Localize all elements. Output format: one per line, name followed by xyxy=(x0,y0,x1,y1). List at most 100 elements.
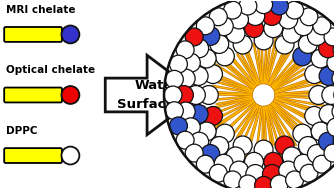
Circle shape xyxy=(185,28,203,46)
Circle shape xyxy=(61,26,79,43)
Circle shape xyxy=(264,152,283,171)
Circle shape xyxy=(332,102,335,121)
Circle shape xyxy=(286,171,304,189)
Circle shape xyxy=(233,136,252,155)
Circle shape xyxy=(215,124,234,143)
Circle shape xyxy=(300,164,318,182)
Circle shape xyxy=(246,165,265,183)
FancyBboxPatch shape xyxy=(4,27,62,42)
Circle shape xyxy=(190,132,209,151)
Circle shape xyxy=(313,155,331,173)
Circle shape xyxy=(333,41,335,59)
Circle shape xyxy=(319,132,335,151)
Circle shape xyxy=(282,147,301,166)
Circle shape xyxy=(165,70,183,88)
Circle shape xyxy=(327,53,335,72)
Circle shape xyxy=(322,86,335,105)
Circle shape xyxy=(311,122,330,141)
Circle shape xyxy=(61,86,79,104)
Circle shape xyxy=(170,117,187,135)
Circle shape xyxy=(319,105,335,123)
Circle shape xyxy=(245,19,263,38)
Circle shape xyxy=(209,164,227,182)
Text: MRI chelate: MRI chelate xyxy=(6,5,75,15)
Circle shape xyxy=(61,147,79,164)
Circle shape xyxy=(224,1,242,19)
Circle shape xyxy=(300,8,318,26)
Circle shape xyxy=(270,0,288,15)
Circle shape xyxy=(189,105,208,123)
Circle shape xyxy=(327,118,335,137)
Circle shape xyxy=(239,175,257,189)
Circle shape xyxy=(226,147,245,166)
Circle shape xyxy=(254,140,273,159)
Circle shape xyxy=(319,39,335,58)
Circle shape xyxy=(279,10,298,29)
Circle shape xyxy=(324,28,335,46)
Circle shape xyxy=(176,41,194,59)
Circle shape xyxy=(264,19,283,38)
Circle shape xyxy=(319,67,335,85)
FancyBboxPatch shape xyxy=(4,148,62,163)
Circle shape xyxy=(233,35,252,54)
Circle shape xyxy=(270,175,288,189)
Text: Water: Water xyxy=(135,79,180,91)
Circle shape xyxy=(197,49,216,68)
Circle shape xyxy=(186,86,205,105)
Circle shape xyxy=(309,86,328,105)
Circle shape xyxy=(294,17,313,36)
Circle shape xyxy=(175,86,193,105)
Circle shape xyxy=(294,154,313,173)
Circle shape xyxy=(201,26,220,45)
Circle shape xyxy=(313,17,331,35)
Circle shape xyxy=(164,86,182,104)
Circle shape xyxy=(181,53,200,72)
Circle shape xyxy=(239,0,257,15)
Circle shape xyxy=(262,7,281,26)
Circle shape xyxy=(229,161,249,180)
Circle shape xyxy=(176,131,194,149)
Circle shape xyxy=(209,8,227,26)
Circle shape xyxy=(262,165,281,183)
Circle shape xyxy=(196,17,214,35)
Circle shape xyxy=(226,24,245,43)
Circle shape xyxy=(214,154,233,173)
Circle shape xyxy=(286,1,304,19)
Circle shape xyxy=(282,24,301,43)
Circle shape xyxy=(196,155,214,173)
Circle shape xyxy=(185,144,203,162)
Circle shape xyxy=(298,35,317,53)
Circle shape xyxy=(332,69,335,88)
Circle shape xyxy=(308,26,326,45)
FancyBboxPatch shape xyxy=(4,88,62,102)
Circle shape xyxy=(170,55,187,73)
Text: Optical chelate: Optical chelate xyxy=(6,65,95,75)
Circle shape xyxy=(176,69,195,88)
Circle shape xyxy=(204,65,222,84)
Circle shape xyxy=(255,176,273,189)
Circle shape xyxy=(275,35,294,54)
Circle shape xyxy=(210,35,229,53)
Circle shape xyxy=(311,49,330,68)
Text: Surfactant: Surfactant xyxy=(117,98,197,112)
Circle shape xyxy=(298,137,317,155)
Circle shape xyxy=(255,0,273,14)
Circle shape xyxy=(254,31,273,50)
Circle shape xyxy=(324,144,335,162)
Circle shape xyxy=(190,39,209,58)
Circle shape xyxy=(215,47,234,66)
Polygon shape xyxy=(105,55,200,135)
Circle shape xyxy=(197,122,216,141)
Circle shape xyxy=(293,47,312,66)
Circle shape xyxy=(305,106,324,125)
Circle shape xyxy=(305,65,324,84)
Circle shape xyxy=(165,102,183,120)
Circle shape xyxy=(333,131,335,149)
Circle shape xyxy=(245,152,263,171)
Circle shape xyxy=(201,145,220,163)
Circle shape xyxy=(204,106,222,125)
Circle shape xyxy=(293,124,312,143)
Circle shape xyxy=(334,86,335,105)
Circle shape xyxy=(210,137,229,155)
Circle shape xyxy=(308,145,326,163)
